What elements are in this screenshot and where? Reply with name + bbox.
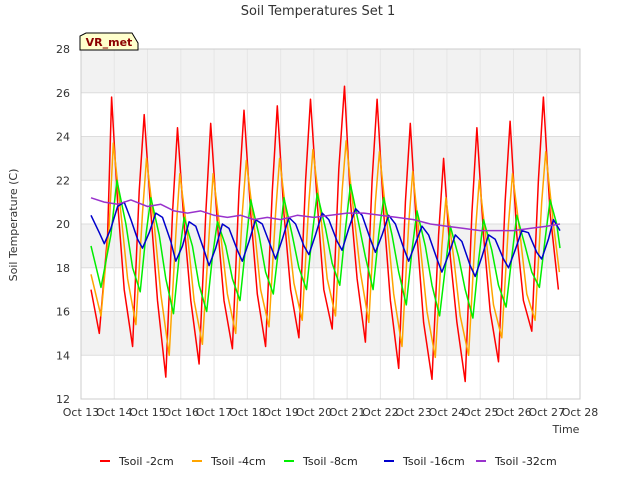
plot-band [81, 92, 580, 137]
y-tick-label: 14 [56, 349, 70, 362]
x-tick-label: Oct 24 [429, 406, 466, 419]
y-tick-label: 28 [56, 43, 70, 56]
x-tick-label: Oct 25 [462, 406, 499, 419]
plot-band [81, 136, 580, 181]
chart-title: Soil Temperatures Set 1 [241, 4, 396, 19]
y-axis-title: Soil Temperature (C) [7, 169, 20, 282]
legend: Tsoil -2cm Tsoil -4cm Tsoil -8cm Tsoil -16c… [100, 455, 557, 468]
series-lines [90, 85, 561, 383]
x-tick-label: Oct 16 [163, 406, 200, 419]
x-tick-label: Oct 19 [262, 406, 299, 419]
plot-band [81, 49, 580, 93]
x-tick-label: Oct 20 [296, 406, 333, 419]
legend-entry: Tsoil -16cm [402, 455, 465, 468]
series-line-tsoil-32cm [90, 197, 561, 232]
x-tick-label: Oct 13 [63, 406, 100, 419]
legend-entry: Tsoil -32cm [494, 455, 557, 468]
plot-band [81, 180, 580, 224]
y-tick-label: 26 [56, 87, 70, 100]
y-tick-label: 22 [56, 174, 70, 187]
x-tick-label: Oct 27 [528, 406, 565, 419]
y-tick-label: 12 [56, 393, 70, 406]
x-tick-label: Oct 18 [229, 406, 266, 419]
x-tick-label: Oct 23 [395, 406, 432, 419]
legend-entry: Tsoil -2cm [118, 455, 174, 468]
legend-entry: Tsoil -4cm [210, 455, 266, 468]
x-tick-label: Oct 21 [329, 406, 366, 419]
series-line-tsoil-4cm [90, 140, 561, 359]
x-tick-label: Oct 22 [362, 406, 399, 419]
x-axis-title: Time [552, 423, 580, 436]
series-line-tsoil-2cm [90, 85, 560, 383]
y-tick-label: 18 [56, 262, 70, 275]
plot-area-frame [80, 48, 581, 400]
x-tick-label: Oct 28 [562, 406, 599, 419]
plot-band [81, 355, 580, 399]
x-tick-label: Oct 17 [196, 406, 233, 419]
station-badge-label: VR_met [86, 36, 133, 49]
y-tick-label: 24 [56, 131, 70, 144]
x-tick-label: Oct 14 [96, 406, 133, 419]
y-tick-label: 20 [56, 218, 70, 231]
x-tick-label: Oct 26 [495, 406, 532, 419]
y-axis-ticks: 12 14 16 18 20 22 24 26 28 [56, 43, 70, 406]
series-line-tsoil-8cm [90, 179, 561, 319]
y-tick-label: 16 [56, 306, 70, 319]
x-tick-label: Oct 15 [129, 406, 166, 419]
station-badge: VR_met [79, 32, 139, 51]
legend-entry: Tsoil -8cm [302, 455, 358, 468]
